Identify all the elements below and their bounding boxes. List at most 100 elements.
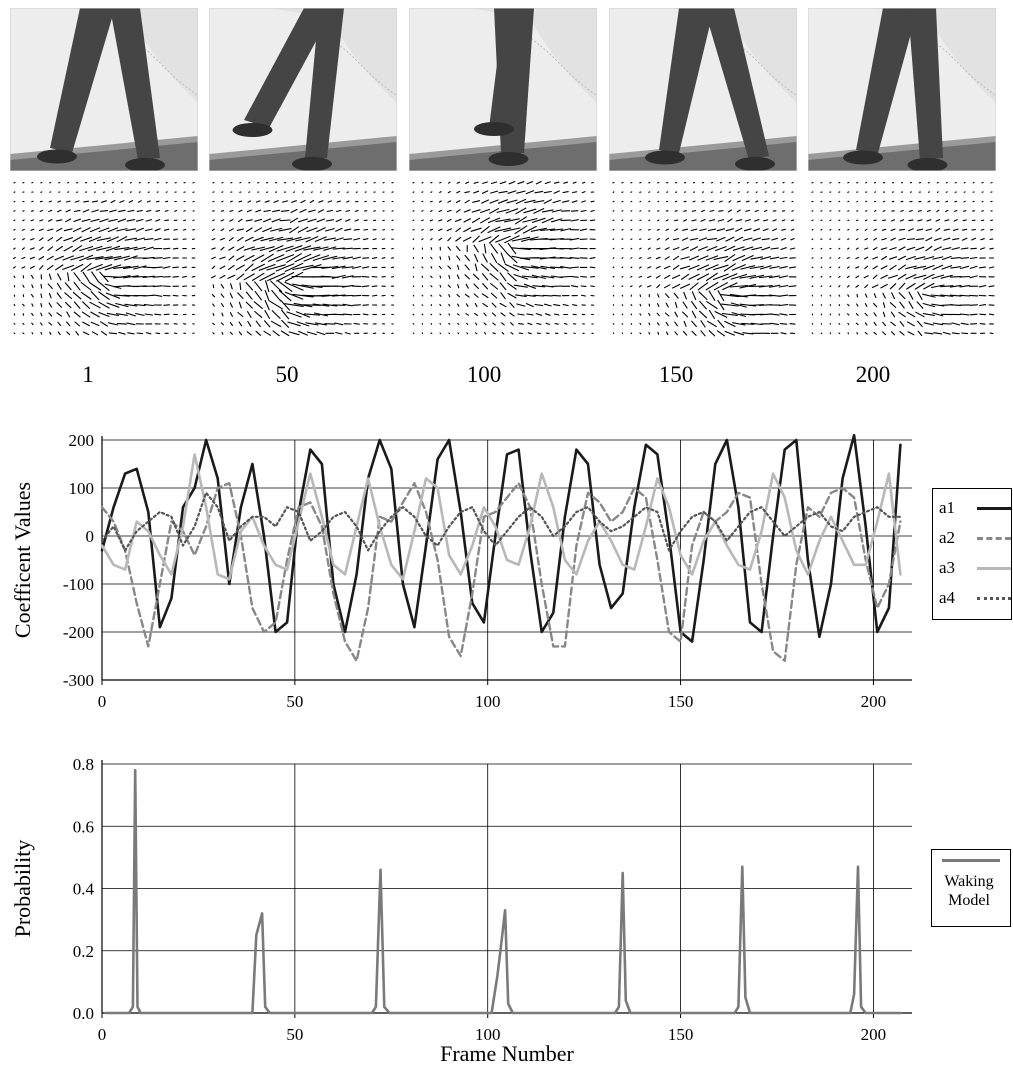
- flow-vector: [474, 332, 478, 335]
- flow-vector: [880, 265, 888, 270]
- flow-vector: [788, 266, 797, 269]
- flow-vector: [524, 199, 536, 204]
- flow-vector: [439, 323, 442, 325]
- flow-vector: [270, 280, 283, 293]
- frame-number-label: 150: [658, 362, 694, 387]
- flow-vector: [448, 322, 451, 325]
- flow-vector: [142, 275, 155, 279]
- flow-vector: [758, 284, 773, 288]
- flow-vector: [953, 219, 958, 222]
- leg: [908, 8, 943, 160]
- flow-vector: [321, 294, 339, 297]
- flow-vector: [65, 200, 71, 203]
- flow-vector: [740, 265, 756, 270]
- shoe: [37, 149, 77, 164]
- flow-vector: [945, 200, 949, 203]
- flow-vector: [243, 273, 255, 281]
- x-axis-label: Frame Number: [440, 1041, 574, 1066]
- flow-vector: [534, 190, 544, 194]
- flow-vector: [13, 200, 16, 203]
- flow-vector: [989, 247, 994, 250]
- flow-vector: [864, 219, 868, 222]
- flow-vector: [39, 209, 44, 212]
- flow-vector: [969, 256, 978, 260]
- flow-vector: [691, 210, 697, 212]
- flow-vector: [31, 322, 34, 326]
- flow-vector: [515, 207, 527, 215]
- flow-vector: [115, 313, 128, 316]
- flow-vector: [39, 237, 44, 241]
- flow-vector: [126, 219, 136, 222]
- flow-vector: [544, 181, 551, 185]
- flow-vector: [164, 219, 170, 222]
- y-tick-label: -100: [63, 575, 94, 594]
- flow-vector: [855, 275, 860, 279]
- flow-vector: [570, 210, 579, 212]
- flow-vector: [889, 283, 897, 290]
- flow-vector: [960, 313, 970, 316]
- shoe: [474, 122, 514, 136]
- flow-vector: [954, 200, 958, 203]
- frame-number-label: 100: [466, 362, 502, 387]
- flow-vector: [873, 331, 877, 335]
- flow-vector: [481, 293, 489, 299]
- flow-vector: [487, 226, 501, 234]
- flow-vector: [621, 228, 624, 231]
- flow-vector: [648, 312, 651, 316]
- flow-vector: [639, 210, 642, 212]
- flow-vector: [363, 228, 369, 231]
- flow-vector: [527, 332, 532, 335]
- flow-vector: [108, 332, 118, 335]
- flow-vector: [104, 283, 122, 289]
- flow-vector: [908, 291, 914, 300]
- flow-vector: [518, 323, 524, 325]
- flow-vector: [873, 293, 877, 299]
- flow-vector: [296, 321, 310, 327]
- flow-vector: [735, 227, 743, 232]
- flow-vector: [456, 293, 461, 298]
- flow-vector: [949, 284, 962, 288]
- flow-vector: [22, 219, 25, 222]
- flow-vector: [155, 210, 161, 212]
- flow-vector: [372, 257, 378, 259]
- flow-vector: [673, 255, 680, 261]
- flow-vector: [447, 181, 451, 184]
- flow-vector: [491, 312, 497, 317]
- legend-item-a3: a3: [939, 557, 1011, 579]
- flow-vector: [81, 218, 91, 222]
- flow-vector: [309, 199, 315, 204]
- flow-vector: [720, 294, 740, 298]
- flow-vector: [230, 283, 233, 290]
- flow-vector: [778, 294, 789, 297]
- flow-vector: [465, 181, 470, 184]
- flow-vector: [772, 228, 778, 232]
- photo-canvas: [409, 8, 597, 171]
- flow-vector: [665, 321, 669, 326]
- flow-vector: [706, 238, 718, 241]
- flow-vector: [237, 311, 244, 318]
- flow-vector: [674, 321, 678, 327]
- flow-vector: [285, 245, 303, 252]
- flow-vector: [915, 238, 925, 241]
- flow-vector: [126, 322, 136, 326]
- flow-vector: [29, 256, 35, 260]
- flow-vector: [105, 292, 121, 299]
- flow-vector: [764, 181, 767, 184]
- flow-vector: [243, 246, 255, 251]
- flow-vector: [276, 272, 295, 282]
- flow-vector: [247, 200, 252, 203]
- flow-vector: [914, 256, 926, 260]
- flow-vector: [132, 275, 148, 278]
- flow-vector: [742, 332, 754, 335]
- flow-vector: [212, 219, 215, 222]
- flow-vector: [508, 181, 516, 185]
- flow-vector: [509, 312, 515, 317]
- flow-vector: [116, 236, 128, 243]
- flow-vector: [781, 219, 786, 222]
- y-axis-label: Probability: [10, 840, 35, 938]
- flow-vector: [99, 218, 109, 223]
- flow-vector: [927, 200, 931, 203]
- flow-vector: [91, 331, 99, 336]
- flow-vector: [211, 293, 216, 298]
- flow-vector: [13, 191, 16, 193]
